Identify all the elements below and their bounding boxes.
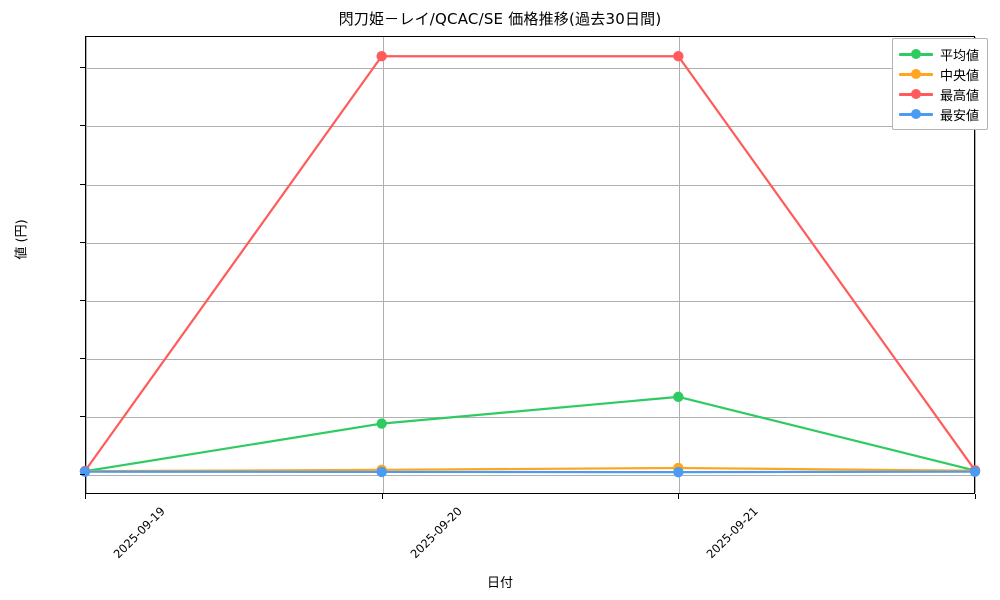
gridline-horizontal: [86, 68, 974, 70]
gridline-vertical: [679, 37, 681, 493]
legend-marker-icon: [898, 67, 933, 81]
legend: 平均値中央値最高値最安値: [891, 38, 988, 130]
gridline-vertical: [975, 37, 976, 493]
y-axis-title: 値 (円): [14, 219, 30, 260]
series-line: [83, 55, 977, 473]
gridline-horizontal: [86, 358, 974, 360]
legend-marker-icon: [898, 107, 933, 121]
x-tick-mark: [85, 494, 86, 499]
gridline-horizontal: [86, 300, 974, 302]
x-tick-mark: [975, 494, 976, 499]
legend-marker-icon: [898, 47, 933, 61]
x-axis-title: 日付: [486, 576, 513, 591]
data-point-marker: [673, 51, 684, 62]
legend-item[interactable]: 平均値: [898, 44, 979, 64]
x-tick-mark: [381, 494, 383, 499]
gridline-vertical: [86, 37, 87, 493]
y-tick-mark: [80, 67, 85, 69]
data-point-marker: [376, 418, 387, 429]
chart-title: 閃刀姫－レイ/QCAC/SE 価格推移(過去30日間): [338, 10, 662, 28]
legend-label: 中央値: [939, 68, 979, 84]
x-tick-label: 2025-09-19: [110, 504, 168, 562]
x-tick-mark: [678, 494, 680, 499]
series-line: [83, 395, 977, 473]
data-point-marker: [673, 466, 684, 478]
y-tick-mark: [80, 415, 85, 417]
legend-label: 平均値: [939, 48, 979, 64]
gridline-horizontal: [86, 416, 974, 418]
y-tick-mark: [80, 357, 85, 359]
x-tick-label: 2025-09-20: [407, 504, 465, 562]
x-tick-label: 2025-09-21: [703, 504, 762, 562]
data-point-marker: [969, 466, 981, 477]
legend-label: 最安値: [939, 108, 979, 124]
legend-item[interactable]: 最安値: [898, 104, 979, 124]
data-point-marker: [673, 391, 684, 403]
y-tick-mark: [80, 125, 85, 127]
data-point-marker: [376, 51, 387, 62]
y-tick-mark: [80, 299, 85, 301]
y-tick-mark: [80, 241, 85, 243]
gridline-horizontal: [86, 242, 974, 244]
legend-item[interactable]: 中央値: [898, 64, 979, 84]
series-line: [83, 466, 977, 473]
series-layer: [79, 51, 981, 478]
gridline-horizontal: [86, 184, 974, 186]
y-tick-mark: [80, 183, 85, 185]
gridline-vertical: [382, 37, 384, 493]
gridline-horizontal: [86, 475, 974, 477]
y-tick-mark: [80, 474, 85, 476]
legend-label: 最高値: [939, 88, 979, 104]
legend-marker-icon: [898, 87, 933, 101]
legend-item[interactable]: 最高値: [898, 84, 979, 104]
gridline-horizontal: [86, 126, 974, 128]
data-point-marker: [79, 466, 91, 477]
data-point-marker: [376, 466, 387, 478]
